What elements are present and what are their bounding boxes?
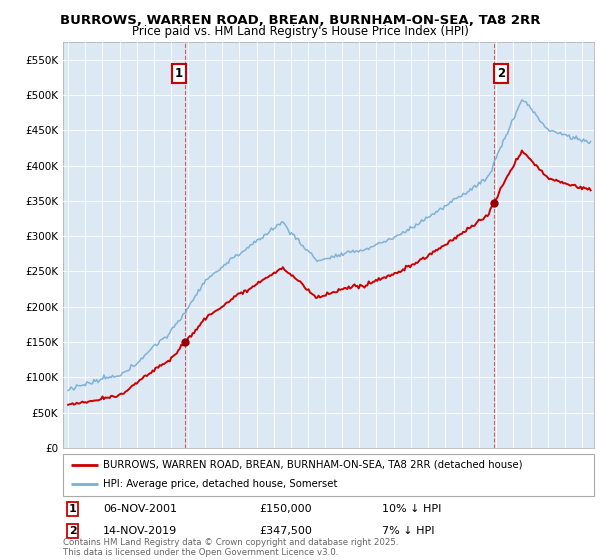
FancyBboxPatch shape bbox=[63, 454, 594, 496]
Text: 2: 2 bbox=[68, 526, 76, 536]
Text: Contains HM Land Registry data © Crown copyright and database right 2025.
This d: Contains HM Land Registry data © Crown c… bbox=[63, 538, 398, 557]
Text: 7% ↓ HPI: 7% ↓ HPI bbox=[382, 526, 434, 536]
Text: 14-NOV-2019: 14-NOV-2019 bbox=[103, 526, 177, 536]
Text: BURROWS, WARREN ROAD, BREAN, BURNHAM-ON-SEA, TA8 2RR: BURROWS, WARREN ROAD, BREAN, BURNHAM-ON-… bbox=[60, 14, 540, 27]
Text: 1: 1 bbox=[68, 504, 76, 514]
Text: HPI: Average price, detached house, Somerset: HPI: Average price, detached house, Some… bbox=[103, 479, 337, 489]
Text: 10% ↓ HPI: 10% ↓ HPI bbox=[382, 504, 441, 514]
Text: 1: 1 bbox=[175, 67, 182, 80]
Text: 06-NOV-2001: 06-NOV-2001 bbox=[103, 504, 177, 514]
Text: Price paid vs. HM Land Registry's House Price Index (HPI): Price paid vs. HM Land Registry's House … bbox=[131, 25, 469, 38]
Text: £347,500: £347,500 bbox=[259, 526, 313, 536]
Text: BURROWS, WARREN ROAD, BREAN, BURNHAM-ON-SEA, TA8 2RR (detached house): BURROWS, WARREN ROAD, BREAN, BURNHAM-ON-… bbox=[103, 460, 523, 470]
Text: £150,000: £150,000 bbox=[259, 504, 312, 514]
Text: 2: 2 bbox=[497, 67, 505, 80]
